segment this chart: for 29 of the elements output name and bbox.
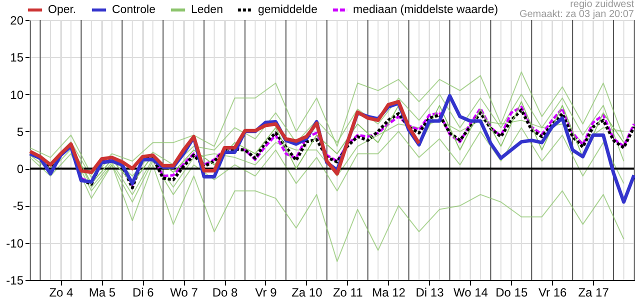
y-tick-label: -5 [12, 199, 24, 214]
x-tick-label: Ma 12 [372, 286, 406, 300]
text: Gemaakt: za 03 jan 20:07 [519, 9, 634, 20]
legend-label: Leden [191, 4, 223, 16]
legend-label: mediaan (middelste waarde) [353, 4, 498, 16]
x-tick-label: Za 10 [292, 286, 323, 300]
x-tick-label: Wo 7 [170, 286, 198, 300]
x-tick-label: Zo 11 [332, 286, 364, 300]
legend-label: Oper. [48, 4, 76, 16]
x-tick-label: Zo 4 [49, 286, 74, 300]
x-tick-label: Za 17 [578, 286, 610, 300]
x-tick-label: Do 15 [496, 286, 528, 300]
legend-label: gemiddelde [258, 4, 318, 16]
x-tick-label: Do 8 [212, 286, 238, 300]
x-tick-label: Di 13 [416, 286, 444, 300]
x-tick-label: Vr 16 [538, 286, 568, 300]
x-tick-label: Wo 14 [453, 286, 488, 300]
y-tick-label: -10 [6, 236, 24, 250]
y-tick-label: -15 [6, 274, 24, 288]
x-tick-label: Di 6 [132, 286, 154, 300]
y-tick-label: 20 [10, 14, 24, 28]
y-tick-label: 10 [10, 88, 24, 102]
y-tick-label: 0 [16, 162, 24, 176]
x-tick-label: Ma 5 [88, 286, 116, 300]
x-tick-label: Vr 9 [255, 286, 278, 300]
text: regio zuidwest [569, 0, 634, 10]
y-tick-label: 15 [10, 50, 24, 65]
y-tick-label: 5 [16, 124, 24, 139]
legend-label: Controle [112, 4, 156, 16]
